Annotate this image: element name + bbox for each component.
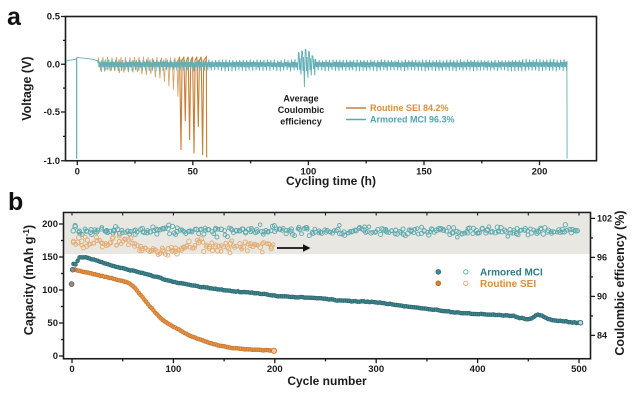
svg-text:96: 96	[597, 253, 607, 263]
svg-text:Average: Average	[283, 94, 318, 104]
svg-text:Routine SEI: Routine SEI	[480, 279, 536, 290]
svg-text:150: 150	[416, 167, 432, 178]
svg-text:200: 200	[532, 167, 548, 178]
svg-text:0: 0	[53, 351, 58, 362]
svg-text:Routine SEI 84.2%: Routine SEI 84.2%	[370, 103, 449, 113]
svg-text:a: a	[7, 3, 22, 31]
svg-text:200: 200	[42, 219, 58, 230]
svg-text:Armored MCI: Armored MCI	[480, 268, 543, 279]
svg-text:150: 150	[42, 252, 58, 263]
svg-text:Cycle number: Cycle number	[287, 374, 367, 388]
svg-text:0.0: 0.0	[47, 59, 60, 70]
svg-text:0: 0	[75, 167, 80, 178]
svg-text:100: 100	[42, 285, 58, 296]
svg-text:300: 300	[368, 364, 384, 375]
svg-text:50: 50	[188, 167, 199, 178]
svg-text:0.5: 0.5	[47, 12, 61, 23]
svg-text:102: 102	[597, 214, 612, 224]
svg-text:Armored MCI 96.3%: Armored MCI 96.3%	[370, 115, 455, 125]
svg-text:0: 0	[69, 364, 74, 375]
svg-text:500: 500	[571, 364, 587, 375]
svg-text:84: 84	[597, 331, 607, 341]
svg-text:Coulombic efficency (%): Coulombic efficency (%)	[613, 210, 627, 355]
svg-text:100: 100	[300, 167, 316, 178]
svg-text:50: 50	[47, 318, 58, 329]
svg-text:Capacity (mAh g-1): Capacity (mAh g-1)	[21, 225, 36, 335]
svg-text:Coulombic: Coulombic	[278, 105, 325, 115]
svg-text:400: 400	[470, 364, 486, 375]
svg-text:-0.5: -0.5	[44, 107, 61, 118]
svg-text:-1.0: -1.0	[44, 156, 60, 167]
svg-text:200: 200	[267, 364, 283, 375]
svg-text:100: 100	[165, 364, 181, 375]
svg-text:b: b	[8, 188, 23, 216]
svg-text:Voltage (V): Voltage (V)	[20, 56, 34, 120]
svg-text:Cycling time (h): Cycling time (h)	[286, 174, 376, 188]
svg-text:efficiency: efficiency	[280, 117, 322, 127]
svg-text:90: 90	[597, 292, 607, 302]
